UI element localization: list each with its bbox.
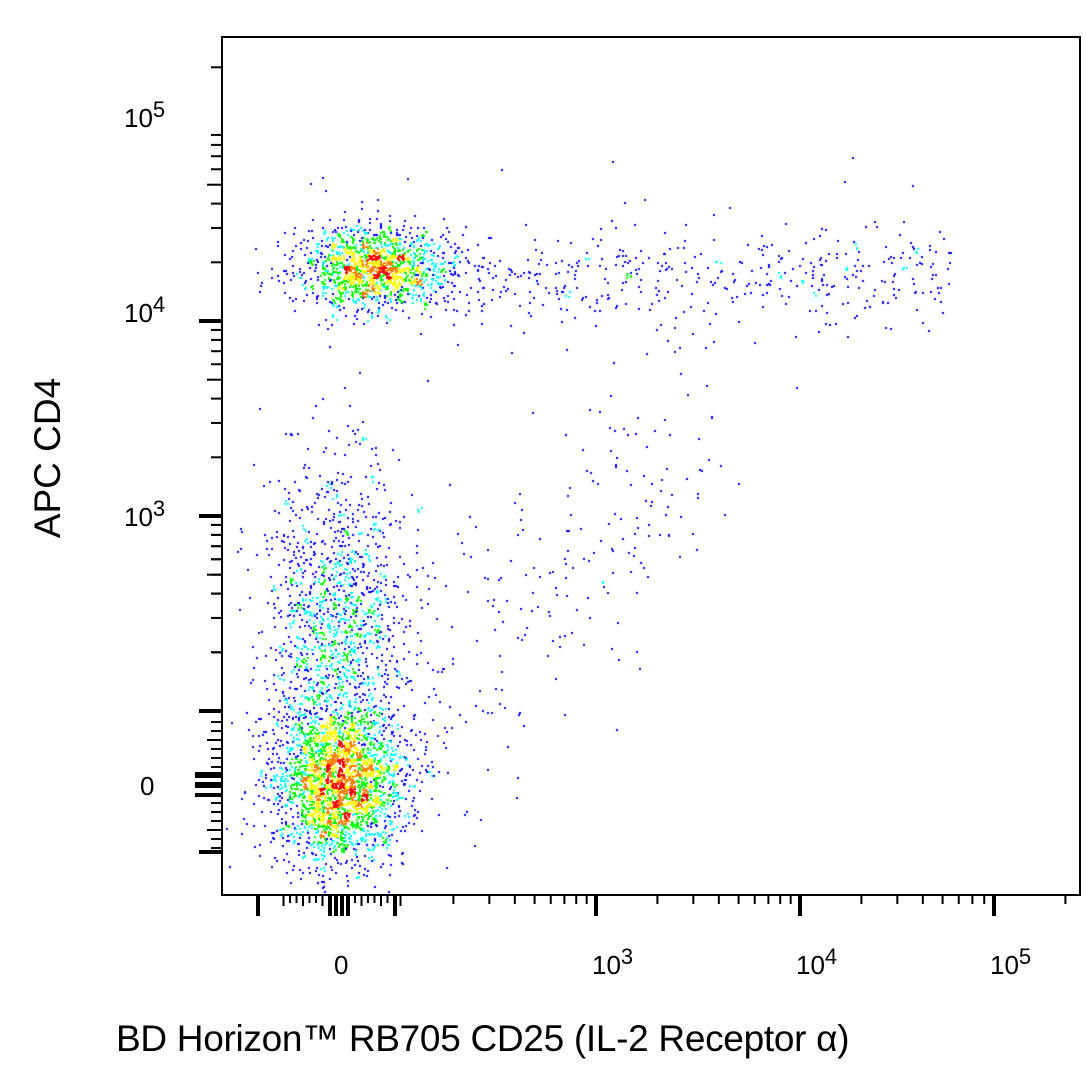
x-axis-title: BD Horizon™ RB705 CD25 (IL-2 Receptor α)	[116, 1018, 850, 1059]
y-tick-label: 105	[124, 97, 166, 133]
y-axis-title: APC CD4	[27, 377, 68, 539]
plot-area	[221, 36, 1081, 896]
y-tick-label: 0	[140, 771, 155, 801]
y-tick-label: 103	[124, 496, 166, 532]
x-tick-label: 0	[334, 950, 349, 980]
y-tick-label: 104	[124, 292, 166, 328]
x-tick-label: 104	[796, 944, 838, 980]
x-tick-label: 105	[990, 944, 1032, 980]
x-tick-label: 103	[592, 944, 634, 980]
scatter-points	[223, 38, 1079, 894]
